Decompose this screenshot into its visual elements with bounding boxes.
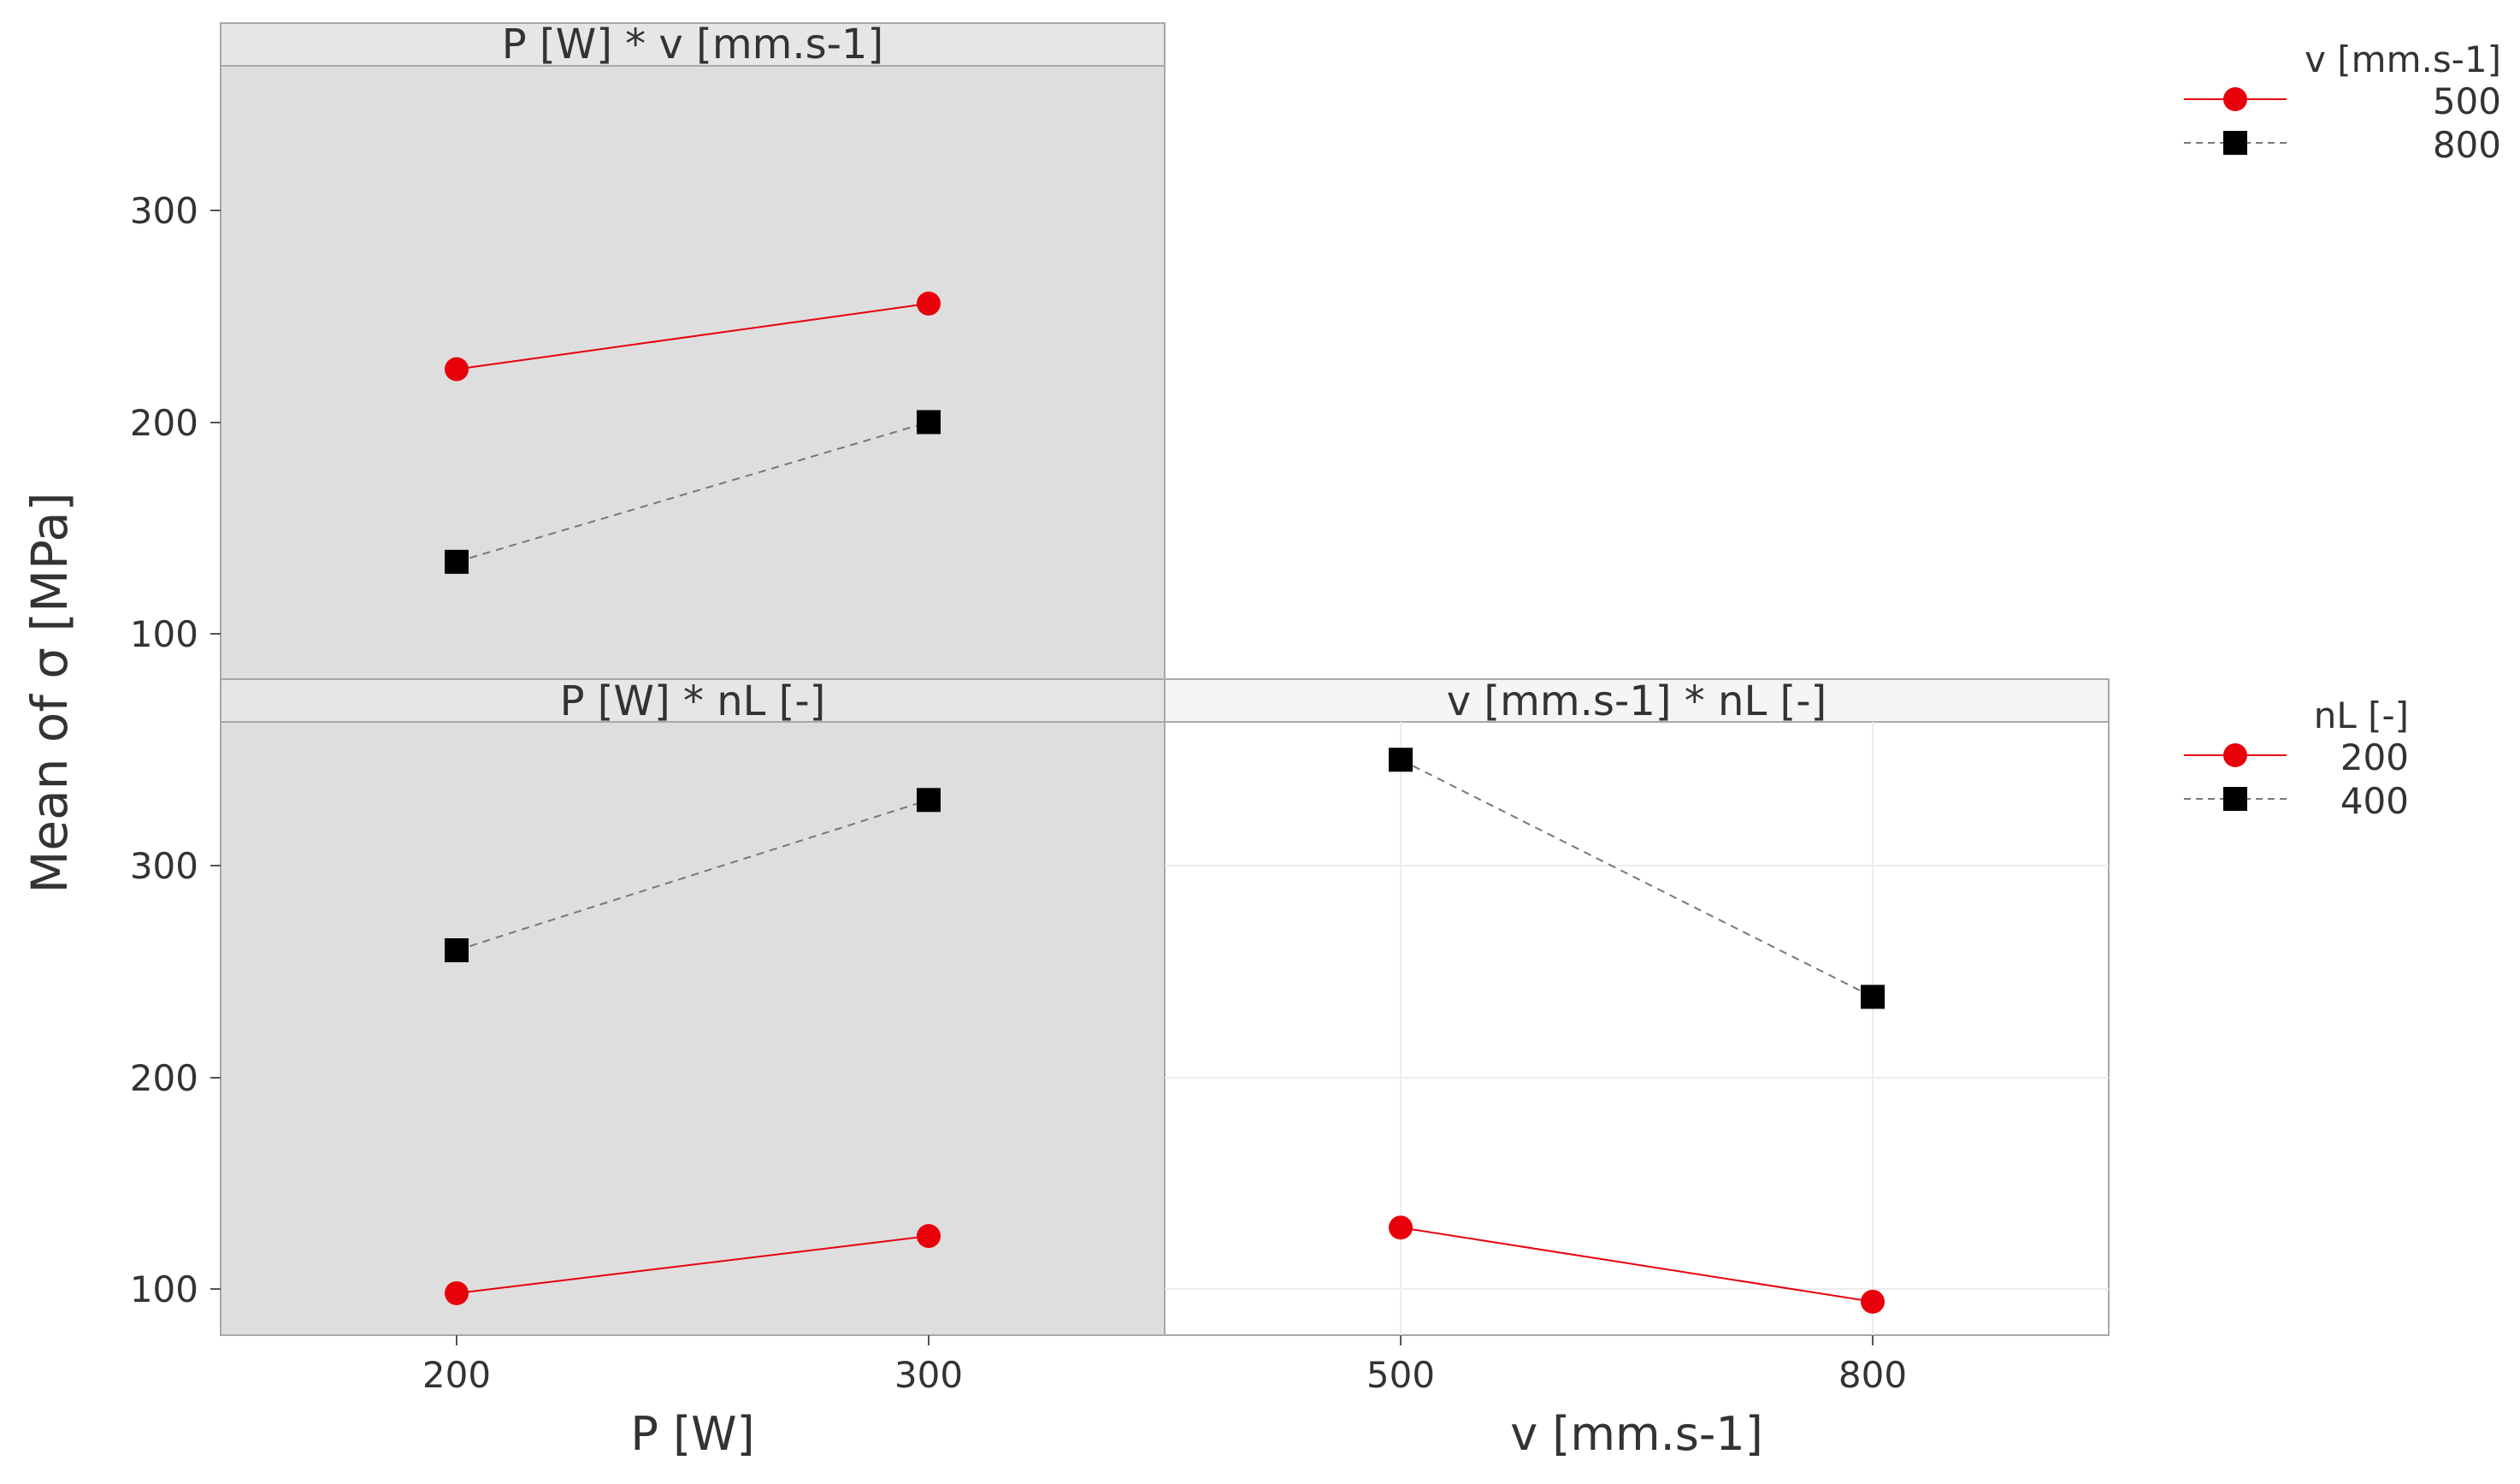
- legend-top-title: v [mm.s-1]: [2305, 38, 2501, 80]
- panel-title-top-left: P [W] * v [mm.s-1]: [502, 21, 883, 68]
- p0-series-800-point-300: [917, 410, 941, 435]
- legend-bottom-title: nL [-]: [2314, 695, 2409, 736]
- p1-series-400-point-300: [917, 788, 941, 813]
- legend-bottom-label-200: 200: [2340, 736, 2409, 778]
- p1-series-200-point-300: [917, 1224, 941, 1249]
- strip-bottom-left: [220, 678, 1166, 723]
- p1-series-400-line: [456, 799, 930, 951]
- p2-series-200-point-500: [1389, 1215, 1413, 1240]
- p2-series-200-point-800: [1861, 1289, 1885, 1314]
- xtick-label-800: 800: [1838, 1354, 1907, 1396]
- legend-top-label-500: 500: [2433, 80, 2501, 122]
- panel-title-bottom-right: v [mm.s-1] * nL [-]: [1447, 677, 1827, 725]
- legend-bottom-label-400: 400: [2340, 780, 2409, 822]
- p0-series-500-line: [456, 302, 930, 370]
- p2-series-400-point-500: [1389, 748, 1413, 772]
- p2-series-400-line: [1400, 759, 1874, 998]
- ytick-label-top-200: 200: [130, 402, 198, 444]
- panel-bottom-left-series: [445, 788, 941, 1305]
- legend-bottom-marker-400: [2223, 787, 2247, 811]
- legend-top-label-800: 800: [2433, 124, 2501, 166]
- strip-top-left: [220, 22, 1166, 67]
- p0-series-500-point-300: [917, 291, 941, 316]
- x-axis: [456, 1335, 1874, 1345]
- p2-series-200-line: [1400, 1227, 1874, 1303]
- x-axis-title-right: v [mm.s-1]: [1510, 1407, 1763, 1461]
- ytick-label-top-300: 300: [130, 190, 198, 232]
- p0-series-800-point-200: [445, 549, 469, 574]
- panel-top-left-bg: [220, 22, 1166, 681]
- panel-bottom-right-series: [1389, 748, 1885, 1314]
- x-axis-title-left: P [W]: [630, 1407, 754, 1461]
- y-axis-title: Mean of σ [MPa]: [21, 492, 79, 893]
- legend-top: v [mm.s-1] 500 800: [2184, 38, 2501, 166]
- y-axis: [210, 210, 221, 1290]
- legend-top-marker-800: [2223, 131, 2247, 155]
- ytick-label-top-100: 100: [130, 613, 198, 655]
- panel-top-left-series: [445, 291, 941, 574]
- panel-title-bottom-left: P [W] * nL [-]: [560, 677, 826, 725]
- p1-series-200-line: [456, 1235, 930, 1294]
- panel-bottom-left-bg: [220, 678, 1166, 1336]
- p1-series-200-point-200: [445, 1280, 469, 1305]
- xtick-label-500: 500: [1366, 1354, 1435, 1396]
- ytick-label-bottom-300: 300: [130, 845, 198, 887]
- legend-top-marker-500: [2223, 87, 2247, 111]
- p1-series-400-point-200: [445, 938, 469, 962]
- p0-series-500-point-200: [445, 357, 469, 381]
- xtick-label-300: 300: [894, 1354, 963, 1396]
- strip-bottom-right: [1164, 678, 2110, 723]
- panel-bottom-right-bg: [1164, 678, 2110, 1336]
- xtick-label-200: 200: [422, 1354, 491, 1396]
- p2-series-400-point-800: [1861, 984, 1885, 1009]
- ytick-label-bottom-200: 200: [130, 1057, 198, 1099]
- legend-bottom: nL [-] 200 400: [2184, 695, 2409, 822]
- ytick-label-bottom-100: 100: [130, 1268, 198, 1310]
- legend-bottom-marker-200: [2223, 743, 2247, 767]
